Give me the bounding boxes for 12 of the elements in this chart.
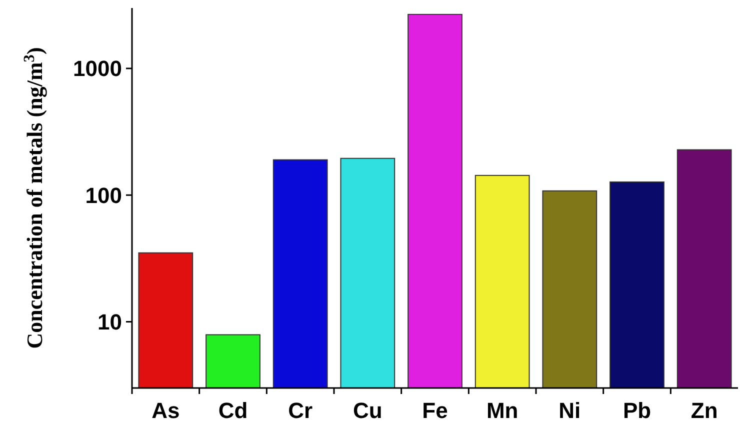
x-tick-label: Cd [218,398,248,423]
x-tick-label: Cu [353,398,382,423]
x-tick-label: Fe [422,398,448,423]
y-tick-label: 10 [98,309,122,334]
x-tick-label: Cr [288,398,313,423]
x-tick-label: Ni [558,398,581,423]
y-tick-label: 1000 [73,56,122,82]
x-tick-label: Mn [486,398,518,423]
x-tick-label: Pb [622,398,652,423]
y-tick-label: 100 [85,182,122,208]
x-tick-label: As [152,398,180,423]
x-tick-label: Zn [690,398,718,423]
